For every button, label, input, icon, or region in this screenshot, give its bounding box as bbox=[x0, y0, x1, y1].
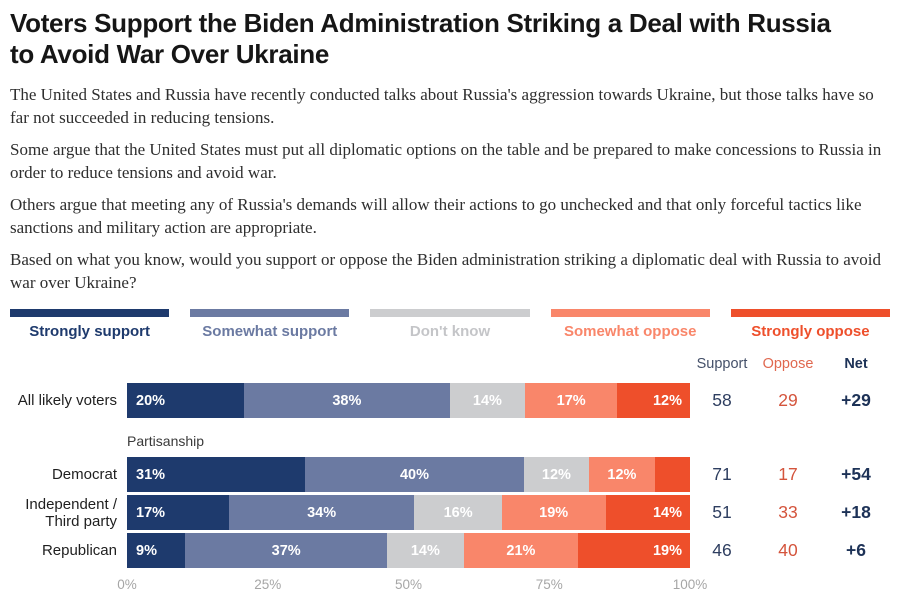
legend-label: Don't know bbox=[409, 323, 491, 340]
stacked-bar: 31% 40% 12% 12% bbox=[127, 457, 690, 492]
net-value: +54 bbox=[841, 464, 871, 484]
legend-label: Strongly support bbox=[29, 323, 151, 340]
intro-paragraph-3: Others argue that meeting any of Russia'… bbox=[10, 195, 862, 237]
bar-segment-don-t-know: 12% bbox=[523, 457, 590, 492]
group-label: Partisanship bbox=[127, 433, 205, 449]
bar-segment-don-t-know: 14% bbox=[449, 383, 526, 418]
net-value: +6 bbox=[846, 540, 866, 560]
oppose-value: 17 bbox=[778, 464, 798, 484]
net-column-header: Net bbox=[844, 356, 868, 372]
result-columns-header: Support Oppose Net bbox=[10, 354, 890, 372]
chart-row-2: Independent / Third party 17% 34% 16% 19% 14%… bbox=[10, 495, 890, 530]
support-value: 71 bbox=[712, 464, 732, 484]
row-label: Independent / Third party bbox=[25, 495, 117, 530]
legend-item-4: Strongly oppose bbox=[730, 309, 891, 340]
oppose-column-header: Oppose bbox=[762, 356, 814, 372]
support-column-header: Support bbox=[696, 356, 748, 372]
legend-item-3: Somewhat oppose bbox=[550, 309, 710, 340]
legend-item-1: Somewhat support bbox=[190, 309, 350, 340]
support-value: 51 bbox=[712, 502, 732, 522]
bar-segment-somewhat-oppose: 19% bbox=[501, 495, 606, 530]
bar-segment-somewhat-support: 40% bbox=[305, 457, 524, 492]
x-axis-tick-0: 0% bbox=[117, 577, 137, 591]
chart-row-0: All likely voters 20% 38% 14% 17% 12% 58 29 +29 bbox=[10, 383, 890, 418]
legend-label: Somewhat oppose bbox=[563, 323, 697, 340]
legend-swatch bbox=[550, 309, 710, 317]
x-axis-tick-3: 75% bbox=[535, 577, 563, 591]
bar-segment-somewhat-support: 34% bbox=[228, 495, 415, 530]
bar-segment-strongly-oppose: 14% bbox=[605, 495, 690, 530]
stacked-bar: 20% 38% 14% 17% 12% bbox=[127, 383, 691, 418]
intro-paragraph-1: The United States and Russia have recent… bbox=[10, 85, 874, 127]
bar-segment-strongly-support: 9% bbox=[127, 533, 186, 568]
x-axis-tick-2: 50% bbox=[394, 577, 423, 591]
chart-rows: All likely voters 20% 38% 14% 17% 12% 58 29 +29 P… bbox=[10, 383, 890, 568]
x-axis: 0% 25% 50% 75% 100% bbox=[117, 577, 707, 591]
chart-row-1: Democrat 31% 40% 12% 12% 71 17 +54 bbox=[10, 457, 890, 492]
bar-segment-strongly-oppose: 19% bbox=[578, 533, 690, 568]
bar-segment-strongly-oppose: 12% bbox=[617, 383, 691, 418]
bar-segment-somewhat-oppose: 21% bbox=[463, 533, 579, 568]
survey-question: Based on what you know, would you suppor… bbox=[10, 250, 881, 292]
bar-segment-somewhat-oppose: 12% bbox=[589, 457, 655, 492]
support-value: 46 bbox=[712, 540, 732, 560]
legend-label: Strongly oppose bbox=[751, 323, 870, 340]
support-value: 58 bbox=[712, 390, 732, 410]
legend-swatch bbox=[730, 309, 891, 317]
intro-paragraph-2: Some argue that the United States must p… bbox=[10, 140, 882, 182]
bar-segment-strongly-oppose bbox=[654, 457, 690, 492]
x-axis-tick-4: 100% bbox=[672, 577, 708, 591]
stacked-bar: 17% 34% 16% 19% 14% bbox=[127, 495, 690, 530]
stacked-bar: 9% 37% 14% 21% 19% bbox=[127, 533, 690, 568]
row-label: All likely voters bbox=[17, 392, 117, 409]
legend-item-0: Strongly support bbox=[10, 309, 170, 340]
bar-segment-somewhat-support: 38% bbox=[244, 383, 450, 418]
bar-segment-don-t-know: 16% bbox=[414, 495, 502, 530]
legend-swatch bbox=[190, 309, 350, 317]
legend-swatch bbox=[370, 309, 530, 317]
net-value: +29 bbox=[841, 390, 871, 410]
oppose-value: 29 bbox=[778, 390, 798, 410]
row-label: Republican bbox=[41, 542, 117, 559]
bar-segment-strongly-support: 20% bbox=[127, 383, 245, 418]
bar-segment-strongly-support: 31% bbox=[127, 457, 306, 492]
page-title: Voters Support the Biden Administration … bbox=[10, 8, 831, 69]
legend-swatch bbox=[10, 309, 170, 317]
legend-label: Somewhat support bbox=[202, 323, 338, 340]
oppose-value: 40 bbox=[778, 540, 798, 560]
x-axis-tick-1: 25% bbox=[254, 577, 282, 591]
chart-row-3: Republican 9% 37% 14% 21% 19% 46 40 +6 bbox=[10, 533, 890, 568]
row-label: Democrat bbox=[51, 466, 117, 483]
legend-item-2: Don't know bbox=[370, 309, 530, 340]
oppose-value: 33 bbox=[778, 502, 798, 522]
bar-segment-somewhat-support: 37% bbox=[185, 533, 388, 568]
bar-segment-somewhat-oppose: 17% bbox=[525, 383, 618, 418]
net-value: +18 bbox=[841, 502, 871, 522]
chart-legend: Strongly support Somewhat support Don't kn… bbox=[10, 309, 891, 340]
bar-segment-strongly-support: 17% bbox=[127, 495, 229, 530]
bar-segment-don-t-know: 14% bbox=[387, 533, 464, 568]
